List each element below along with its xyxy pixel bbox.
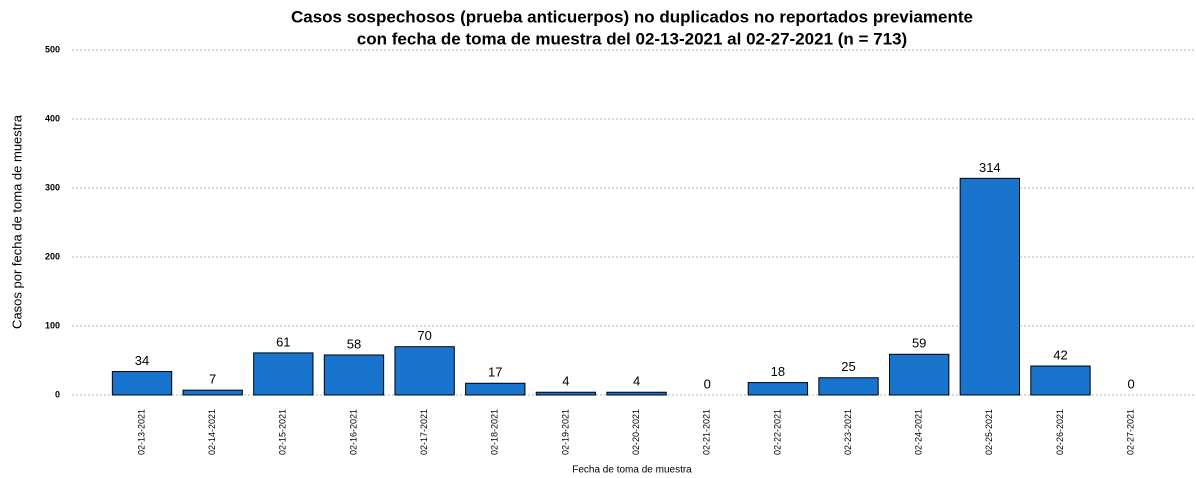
- y-tick-label: 200: [45, 251, 60, 261]
- value-label: 42: [1053, 347, 1067, 362]
- x-tick-label: 02-19-2021: [560, 409, 570, 455]
- x-tick-label: 02-22-2021: [772, 409, 782, 455]
- x-tick-label: 02-26-2021: [1055, 409, 1065, 455]
- y-tick-label: 400: [45, 113, 60, 123]
- value-label: 18: [771, 364, 785, 379]
- x-tick-label: 02-15-2021: [278, 409, 288, 455]
- value-label: 0: [1128, 376, 1135, 391]
- bar: [394, 346, 455, 396]
- y-tick-label: 500: [45, 44, 60, 54]
- value-label: 61: [276, 334, 290, 349]
- x-axis-title: Fecha de toma de muestra: [572, 465, 692, 476]
- x-tick-label: 02-27-2021: [1126, 409, 1136, 455]
- value-label: 4: [562, 374, 569, 389]
- value-label: 58: [347, 336, 361, 351]
- x-tick-label: 02-23-2021: [843, 409, 853, 455]
- value-label: 59: [912, 336, 926, 351]
- bar: [747, 382, 809, 396]
- bar: [182, 389, 243, 396]
- x-tick-label: 02-18-2021: [490, 409, 500, 455]
- value-label: 34: [135, 353, 149, 368]
- bar: [323, 354, 385, 396]
- bar: [111, 371, 173, 396]
- x-tick-label: 02-25-2021: [984, 409, 994, 455]
- value-label: 314: [979, 160, 1001, 175]
- x-tick-label: 02-17-2021: [419, 409, 429, 455]
- bar: [606, 391, 667, 396]
- x-tick-label: 02-14-2021: [207, 409, 217, 455]
- bar: [818, 377, 879, 396]
- chart-title: con fecha de toma de muestra del 02-13-2…: [357, 29, 907, 48]
- y-tick-label: 0: [55, 389, 60, 399]
- value-label: 7: [209, 372, 216, 387]
- y-axis-title: Casos por fecha de toma de muestra: [9, 114, 24, 329]
- value-label: 25: [841, 359, 855, 374]
- value-label: 70: [417, 328, 431, 343]
- x-tick-label: 02-13-2021: [136, 409, 146, 455]
- bar: [535, 391, 597, 396]
- bar: [253, 352, 314, 396]
- x-tick-label: 02-16-2021: [348, 409, 358, 455]
- bar: [1030, 365, 1091, 396]
- x-tick-label: 02-20-2021: [631, 409, 641, 455]
- value-label: 0: [704, 376, 711, 391]
- chart-title: Casos sospechosos (prueba anticuerpos) n…: [291, 7, 973, 26]
- x-tick-label: 02-24-2021: [914, 409, 924, 455]
- y-tick-label: 100: [45, 320, 60, 330]
- value-label: 4: [633, 374, 640, 389]
- y-tick-label: 300: [45, 182, 60, 192]
- bar: [959, 177, 1020, 396]
- bar: [465, 382, 526, 396]
- bar: [889, 353, 950, 396]
- x-tick-label: 02-21-2021: [702, 409, 712, 455]
- value-label: 17: [488, 365, 502, 380]
